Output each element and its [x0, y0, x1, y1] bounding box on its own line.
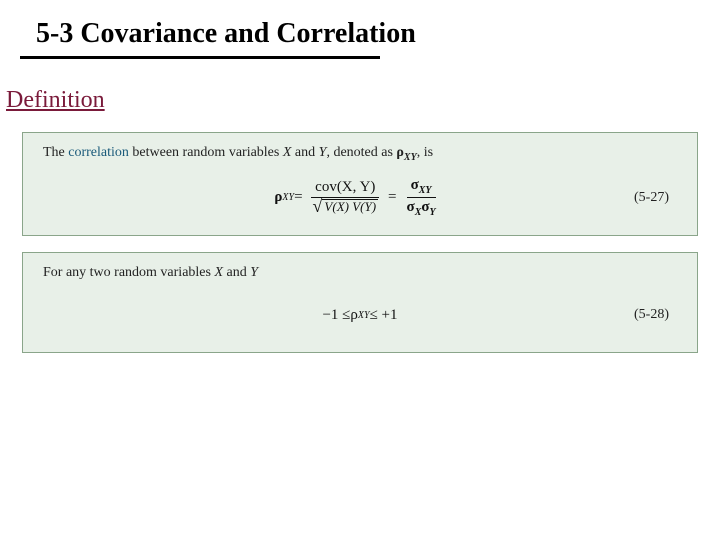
equation-528: −1 ≤ ρXY ≤ +1 (5-28) — [43, 292, 677, 338]
sigma-symbol: σ — [411, 177, 419, 193]
title-rule — [20, 56, 380, 59]
keyword-correlation: correlation — [68, 145, 129, 160]
equation-number: (5-27) — [634, 190, 669, 206]
section-heading: Definition — [6, 87, 720, 114]
radicand-text: V(X) V(Y) — [324, 199, 376, 214]
var-x: X — [214, 265, 223, 280]
text: , denoted as — [326, 145, 396, 160]
radicand: V(X) V(Y) — [322, 199, 378, 214]
sigma-y: σ — [421, 199, 429, 215]
definition-box-bounds: For any two random variables X and Y −1 … — [22, 252, 698, 354]
denominator: σXσY — [403, 198, 440, 218]
fraction-sigma: σXY σXσY — [403, 177, 440, 218]
definition-box-correlation: The correlation between random variables… — [22, 132, 698, 236]
fraction-cov-over-sqrt: cov(X, Y) √ V(X) V(Y) — [309, 179, 383, 217]
equals-sign: = — [388, 189, 396, 206]
sqrt: √ V(X) V(Y) — [313, 199, 379, 214]
text: The — [43, 145, 68, 160]
equation-527: ρXY = cov(X, Y) √ V(X) V(Y) = σXY — [43, 175, 677, 221]
rho-symbol: ρ — [396, 145, 404, 160]
numerator: cov(X, Y) — [311, 179, 379, 198]
definition-lead: The correlation between random variables… — [43, 143, 677, 165]
bounds-lead: For any two random variables X and Y — [43, 263, 677, 283]
denominator: √ V(X) V(Y) — [309, 198, 383, 217]
sigma-x: σ — [407, 199, 415, 215]
numerator: σXY — [407, 177, 436, 198]
rho-subscript: XY — [358, 310, 370, 321]
equals-sign: = — [294, 189, 302, 206]
rho-subscript: XY — [404, 152, 417, 163]
text: between random variables — [129, 145, 283, 160]
sigma-y-sub: Y — [430, 207, 436, 218]
text: , is — [417, 145, 433, 160]
ineq-lhs: −1 ≤ — [322, 307, 350, 324]
radical-sign: √ — [313, 199, 323, 214]
rho-subscript: XY — [282, 192, 294, 203]
text: and — [223, 265, 250, 280]
sigma-subscript: XY — [419, 185, 432, 196]
rho-symbol: ρ — [350, 307, 358, 324]
equation-number: (5-28) — [634, 307, 669, 323]
text: For any two random variables — [43, 265, 214, 280]
page-title: 5-3 Covariance and Correlation — [36, 18, 720, 50]
var-y: Y — [250, 265, 258, 280]
text: and — [291, 145, 318, 160]
ineq-rhs: ≤ +1 — [370, 307, 398, 324]
